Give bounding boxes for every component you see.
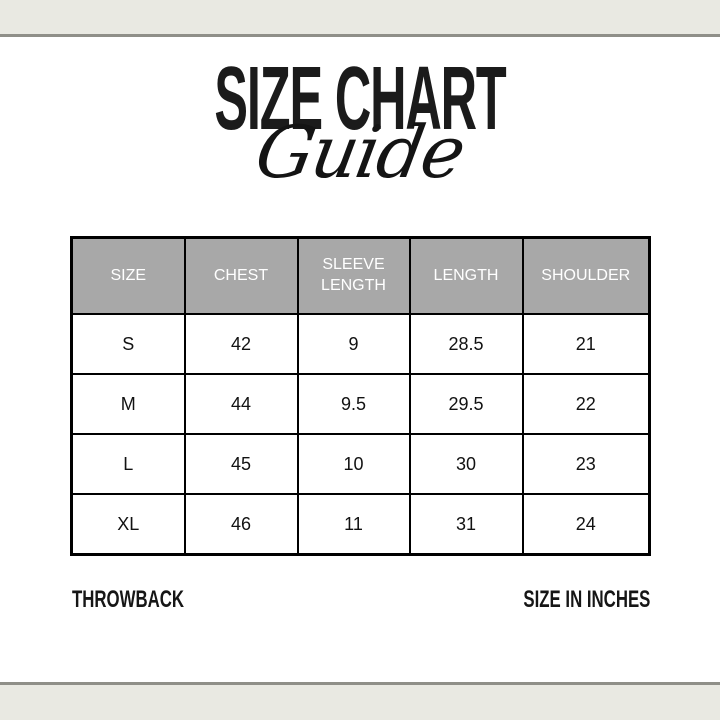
col-header-shoulder: SHOULDER xyxy=(521,236,651,315)
table-cell-chest: 44 xyxy=(183,373,299,435)
table-cell-length: 31 xyxy=(408,493,524,556)
col-header-sleeve-length: SLEEVE LENGTH xyxy=(296,236,411,315)
page-title-main: SIZE CHART xyxy=(214,49,506,149)
col-header-length: LENGTH xyxy=(408,236,524,315)
table-cell-sleeve: 11 xyxy=(296,493,411,556)
units-note-label: SIZE IN INCHES xyxy=(523,586,650,613)
table-cell-size: XL xyxy=(70,493,186,556)
table-row: XL 46 11 31 24 xyxy=(70,493,651,556)
table-cell-size: M xyxy=(70,373,186,435)
table-cell-sleeve: 9 xyxy=(296,313,411,375)
table-cell-chest: 46 xyxy=(183,493,299,556)
page-title: SIZE CHART xyxy=(0,54,720,144)
page-subtitle: Guide xyxy=(0,110,720,194)
table-cell-size: S xyxy=(70,313,186,375)
table-cell-shoulder: 22 xyxy=(521,373,651,435)
col-header-chest: CHEST xyxy=(183,236,299,315)
table-cell-length: 29.5 xyxy=(408,373,524,435)
table-cell-sleeve: 10 xyxy=(296,433,411,495)
table-row: L 45 10 30 23 xyxy=(70,433,651,495)
top-border-band xyxy=(0,0,720,37)
table-cell-length: 28.5 xyxy=(408,313,524,375)
table-row: M 44 9.5 29.5 22 xyxy=(70,373,651,435)
table-header-row: SIZE CHEST SLEEVE LENGTH LENGTH SHOULDER xyxy=(70,236,651,315)
table-cell-chest: 45 xyxy=(183,433,299,495)
table-cell-chest: 42 xyxy=(183,313,299,375)
table-row: S 42 9 28.5 21 xyxy=(70,313,651,375)
table-cell-shoulder: 24 xyxy=(521,493,651,556)
col-header-size: SIZE xyxy=(70,236,186,315)
size-table: SIZE CHEST SLEEVE LENGTH LENGTH SHOULDER… xyxy=(70,236,651,556)
table-cell-size: L xyxy=(70,433,186,495)
page-subtitle-script: Guide xyxy=(249,110,471,194)
brand-label: THROWBACK xyxy=(72,586,184,613)
table-cell-shoulder: 21 xyxy=(521,313,651,375)
footer-row: THROWBACK SIZE IN INCHES xyxy=(72,586,650,614)
table-cell-sleeve: 9.5 xyxy=(296,373,411,435)
table-cell-shoulder: 23 xyxy=(521,433,651,495)
table-cell-length: 30 xyxy=(408,433,524,495)
bottom-border-band xyxy=(0,682,720,720)
